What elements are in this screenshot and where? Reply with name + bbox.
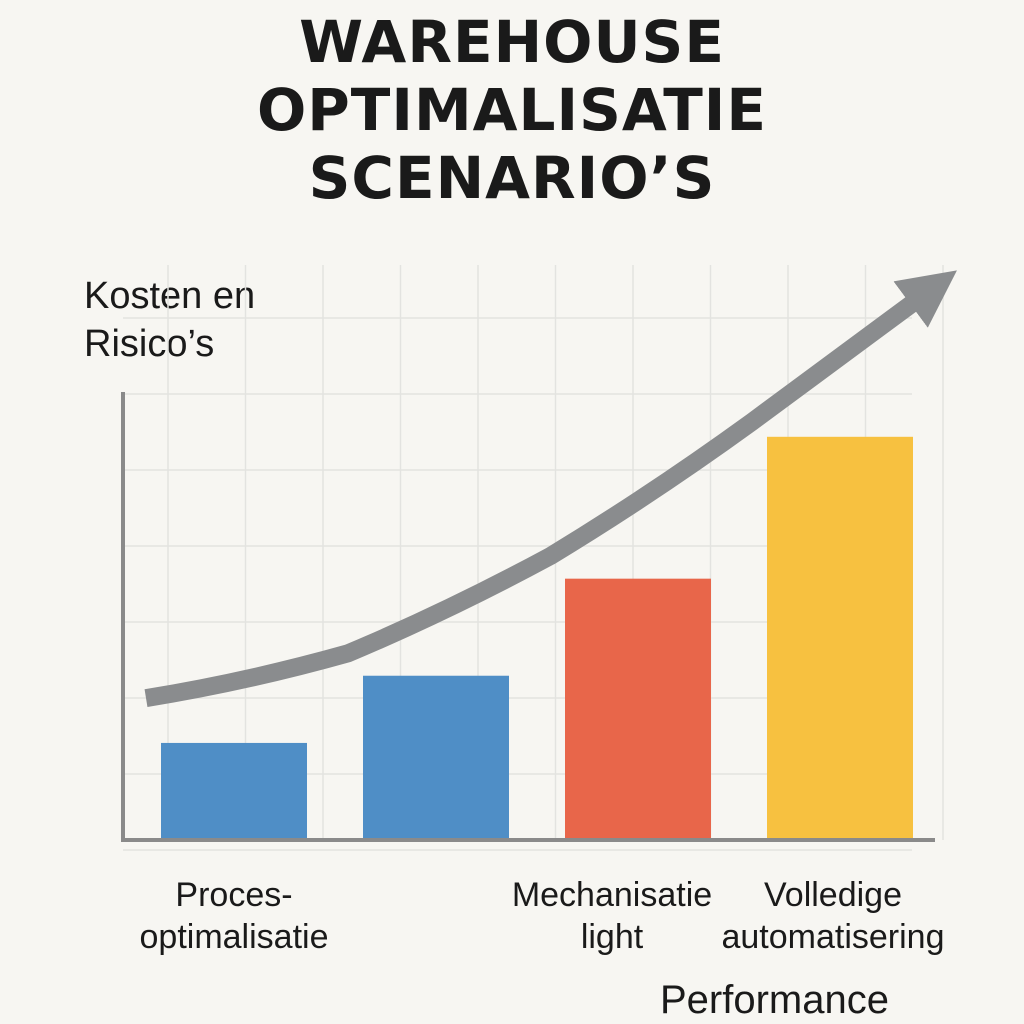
category-label-volledige-line-1: Volledige [763, 876, 902, 914]
bars [161, 436, 913, 840]
trend-arrow [144, 270, 957, 708]
bar-1 [161, 742, 307, 840]
y-axis-label: Kosten en Risico’s [84, 272, 255, 368]
category-label-volledige: Volledige automatisering [700, 874, 966, 958]
chart-title: WAREHOUSE OPTIMALISATIE SCENARIO’S [0, 8, 1024, 212]
category-label-mechanisatie-line-2: light [580, 918, 644, 956]
axes [121, 392, 935, 842]
category-label-volledige-line-2: automatisering [721, 918, 945, 956]
bar-2 [363, 675, 509, 840]
chart-title-line-2: OPTIMALISATIE [256, 76, 768, 144]
category-label-mechanisatie-line-1: Mechanisatie [511, 876, 713, 914]
chart-title-line-3: SCENARIO’S [308, 144, 716, 212]
category-label-proces-line-2: optimalisatie [139, 918, 329, 956]
x-axis-label: Performance [660, 978, 889, 1022]
category-label-proces: Proces- optimalisatie [134, 874, 334, 958]
bar-3 [565, 578, 711, 840]
trend-arrow-line [144, 270, 957, 708]
category-label-proces-line-1: Proces- [175, 876, 293, 914]
y-axis-label-line-1: Kosten en [84, 275, 256, 317]
chart-title-line-1: WAREHOUSE [299, 8, 725, 76]
category-label-mechanisatie: Mechanisatie light [494, 874, 730, 958]
bar-4 [767, 436, 913, 840]
y-axis-label-line-2: Risico’s [84, 323, 215, 365]
